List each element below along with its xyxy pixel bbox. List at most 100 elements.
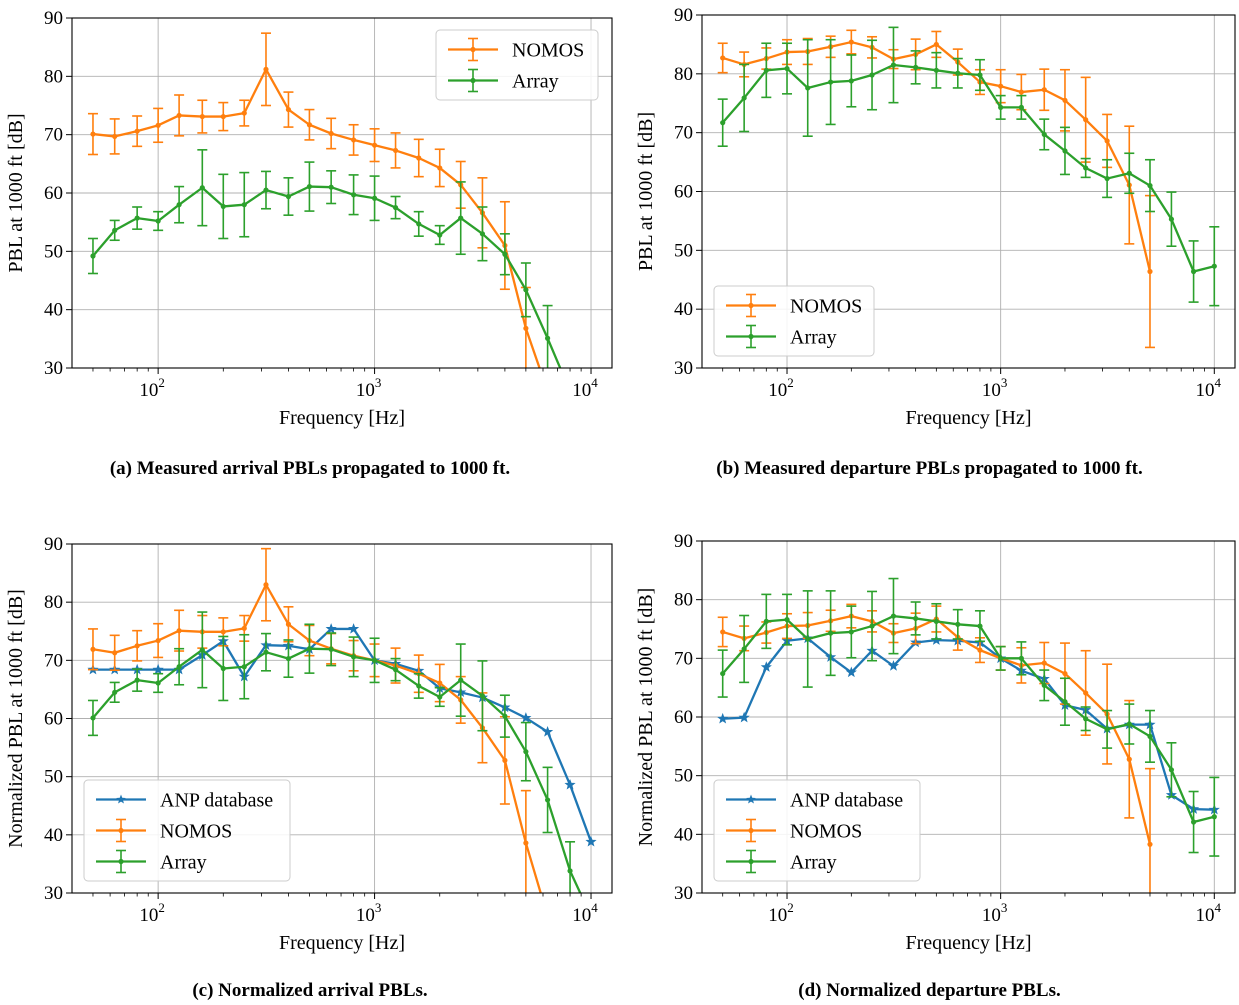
series-line-array [92,185,562,368]
data-point-array [1168,767,1175,773]
data-point-array [720,120,726,126]
legend-marker-array [748,858,754,865]
data-point-array [741,646,747,652]
data-point-nomos [1104,138,1110,144]
chart-panel-1: 102 103 104 30 40 50 60 70 80 90 Frequency [Hz] PBL… [635,5,1236,429]
data-point-array [523,287,529,293]
data-point-nomos [285,106,292,113]
data-point-array [176,664,182,670]
data-point-array [998,655,1004,661]
legend-marker-nomos [470,46,476,53]
data-point-array [1062,699,1068,705]
legend-label-anp-database: ANP database [160,790,273,812]
chart-data-area [87,32,562,368]
data-point-nomos [502,757,508,763]
data-point-array [416,683,422,689]
x-tick-label: 102 [768,900,794,926]
x-axis-label: Frequency [Hz] [279,932,405,954]
data-point-nomos [523,325,529,331]
data-point-array [220,665,226,672]
series-line-nomos [92,583,542,893]
data-point-array [890,62,897,68]
data-point-array [869,623,875,629]
data-point-anp-database [845,666,857,678]
x-tick-exponent: 3 [375,900,382,915]
data-point-array [544,797,551,803]
x-tick-label: 104 [1196,900,1222,926]
data-point-array [351,654,357,660]
data-point-anp-database [564,778,576,790]
y-tick-label: 50 [44,767,63,788]
data-point-array [913,64,919,70]
data-point-array [502,251,508,257]
y-tick-label: 30 [674,358,693,379]
plot-frame [701,540,1236,894]
data-point-nomos [306,122,313,128]
data-point-nomos [998,83,1004,89]
data-point-array [392,667,399,673]
data-point-array [567,868,573,874]
y-tick-label: 70 [674,123,693,144]
x-tick-exponent: 3 [1001,375,1008,390]
legend-label-nomos: NOMOS [790,821,862,843]
y-tick-label: 70 [674,648,693,669]
data-point-nomos [977,647,983,653]
x-axis-label: Frequency [Hz] [905,407,1031,429]
data-point-array [351,192,357,198]
x-tick-exponent: 4 [591,900,598,915]
legend-marker-anp-database [116,794,126,804]
data-point-anp-database [585,835,597,847]
caption-a: (a) Measured arrival PBLs propagated to … [109,458,511,479]
data-point-array [371,195,378,201]
y-tick-label: 90 [674,5,693,26]
data-point-array [371,657,378,663]
legend-marker-anp-database [746,794,756,804]
chart-panel-3: 102 103 104 30 40 50 60 70 80 90 Frequency [Hz] Nor… [635,531,1236,954]
y-tick-label: 40 [674,824,693,845]
data-point-array [998,104,1004,110]
x-tick-label: 102 [139,900,165,926]
data-point-array [977,623,983,629]
data-point-anp-database [325,623,337,634]
data-point-array [1147,183,1153,189]
y-tick-label: 90 [674,531,693,552]
data-point-nomos [241,625,247,631]
data-point-array [437,694,443,700]
data-point-nomos [1147,268,1153,275]
x-tick-label: 102 [768,375,794,401]
data-point-nomos [1041,660,1047,666]
y-tick-label: 50 [44,241,63,262]
data-point-array [263,187,269,193]
plot-frame [71,543,613,894]
x-tick-exponent: 2 [158,375,165,390]
data-point-array [1083,165,1089,171]
legend-marker-nomos [118,827,124,834]
data-point-array [392,204,399,211]
data-point-nomos [328,130,334,137]
legend-marker-nomos [748,302,754,309]
x-tick-label: 104 [572,375,598,401]
legend-label-anp-database: ANP database [790,790,903,812]
data-point-array [199,185,205,191]
legend-label-nomos: NOMOS [790,296,862,318]
legend-label-array: Array [512,71,559,93]
x-tick-label: 102 [139,375,165,401]
data-point-nomos [523,840,529,846]
caption-b: (b) Measured departure PBLs propagated t… [716,458,1143,479]
data-point-array [1083,716,1089,722]
y-tick-label: 30 [674,883,693,904]
data-point-array [1062,148,1068,154]
data-point-array [784,65,790,72]
caption-c: (c) Normalized arrival PBLs. [192,980,428,1001]
data-point-array [306,183,313,190]
data-point-anp-database [152,663,164,675]
series-line-array [92,647,582,893]
data-point-array [1168,216,1175,222]
legend-marker-array [470,77,476,84]
data-point-array [869,72,875,78]
y-tick-label: 60 [44,709,63,730]
data-point-array [805,636,811,642]
y-tick-label: 80 [44,66,63,87]
data-point-nomos [545,914,550,919]
